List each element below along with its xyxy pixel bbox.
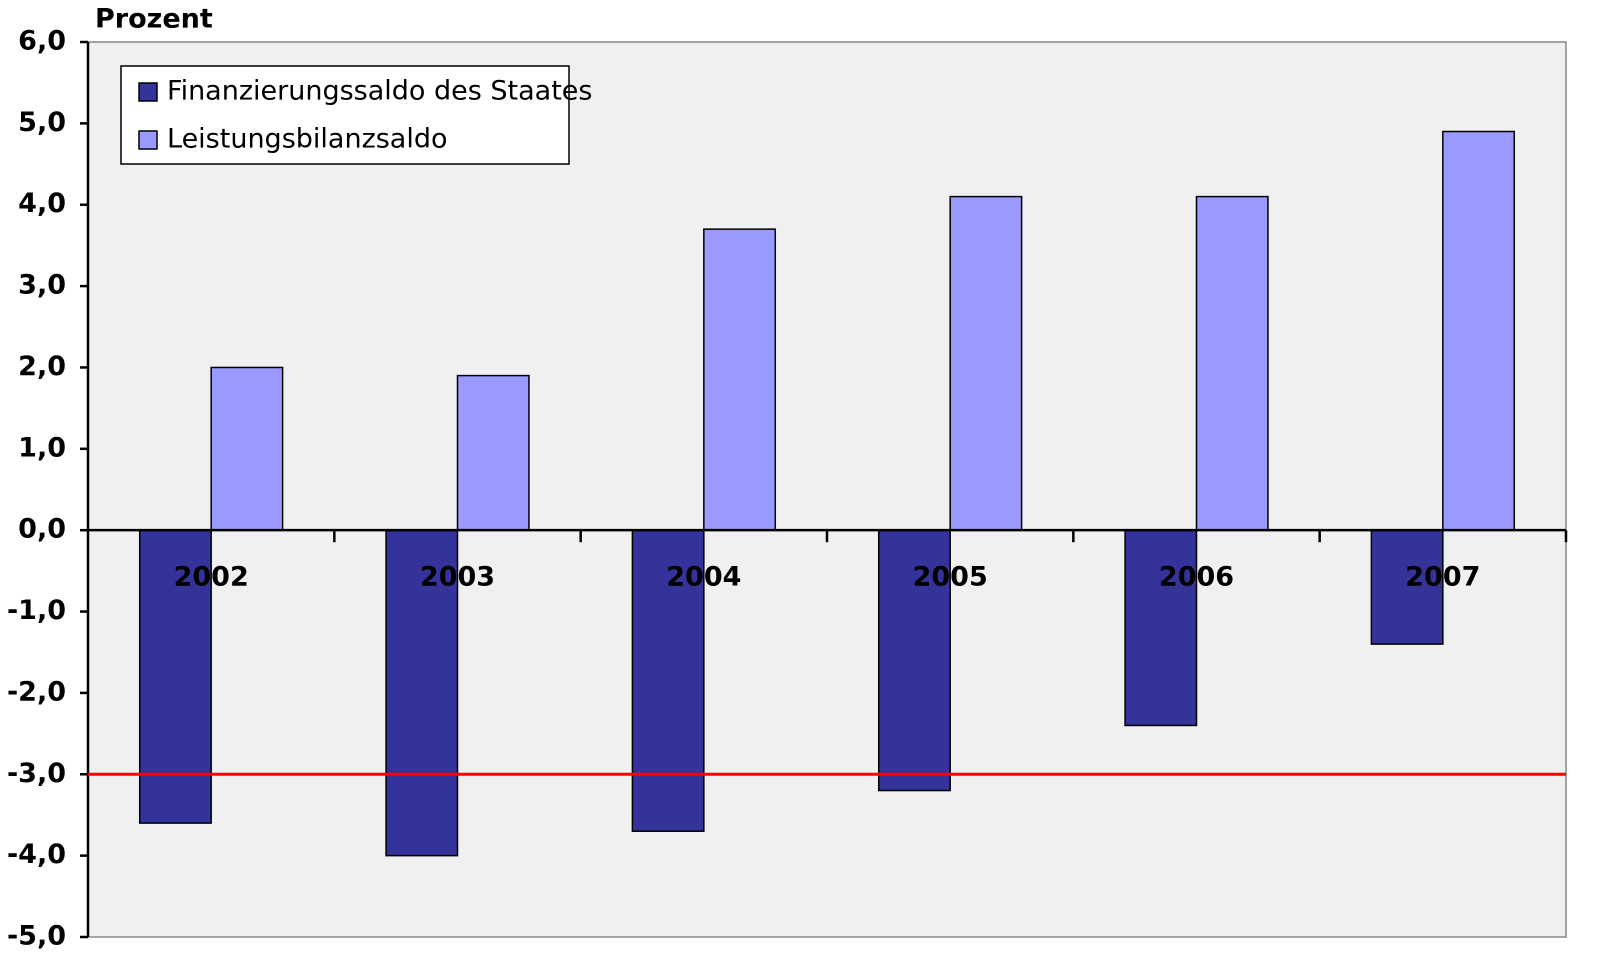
bar <box>703 228 777 531</box>
y-tick-label: 0,0 <box>18 514 66 545</box>
x-tick-label: 2007 <box>1405 562 1480 593</box>
bar <box>1124 529 1198 727</box>
legend-swatch <box>138 82 158 102</box>
x-tick-label: 2004 <box>666 562 741 593</box>
bar <box>456 374 530 531</box>
bar <box>877 529 951 792</box>
y-tick-label: -2,0 <box>7 676 66 707</box>
bar <box>631 529 705 832</box>
y-tick-label: -4,0 <box>7 839 66 870</box>
y-tick-label: -3,0 <box>7 758 66 789</box>
legend-box <box>120 65 570 165</box>
bar <box>1370 529 1444 645</box>
y-tick-label: -1,0 <box>7 595 66 626</box>
legend-swatch <box>138 130 158 150</box>
y-tick-label: 3,0 <box>18 270 66 301</box>
y-axis-label: Prozent <box>95 4 213 35</box>
x-tick-label: 2006 <box>1159 562 1234 593</box>
bar <box>1195 195 1269 531</box>
x-tick-label: 2003 <box>420 562 495 593</box>
bar <box>949 195 1023 531</box>
bar <box>210 366 284 531</box>
legend-label: Leistungsbilanzsaldo <box>167 124 448 155</box>
y-tick-label: 2,0 <box>18 351 66 382</box>
legend-label: Finanzierungssaldo des Staates <box>167 76 593 107</box>
plot-area <box>87 41 1567 938</box>
x-tick-label: 2005 <box>913 562 988 593</box>
bar <box>385 529 459 857</box>
x-tick-label: 2002 <box>174 562 249 593</box>
y-tick-label: 5,0 <box>18 107 66 138</box>
y-tick-label: 6,0 <box>18 26 66 57</box>
bar <box>1442 130 1516 531</box>
y-tick-label: 1,0 <box>18 432 66 463</box>
y-tick-label: 4,0 <box>18 188 66 219</box>
y-tick-label: -5,0 <box>7 921 66 952</box>
